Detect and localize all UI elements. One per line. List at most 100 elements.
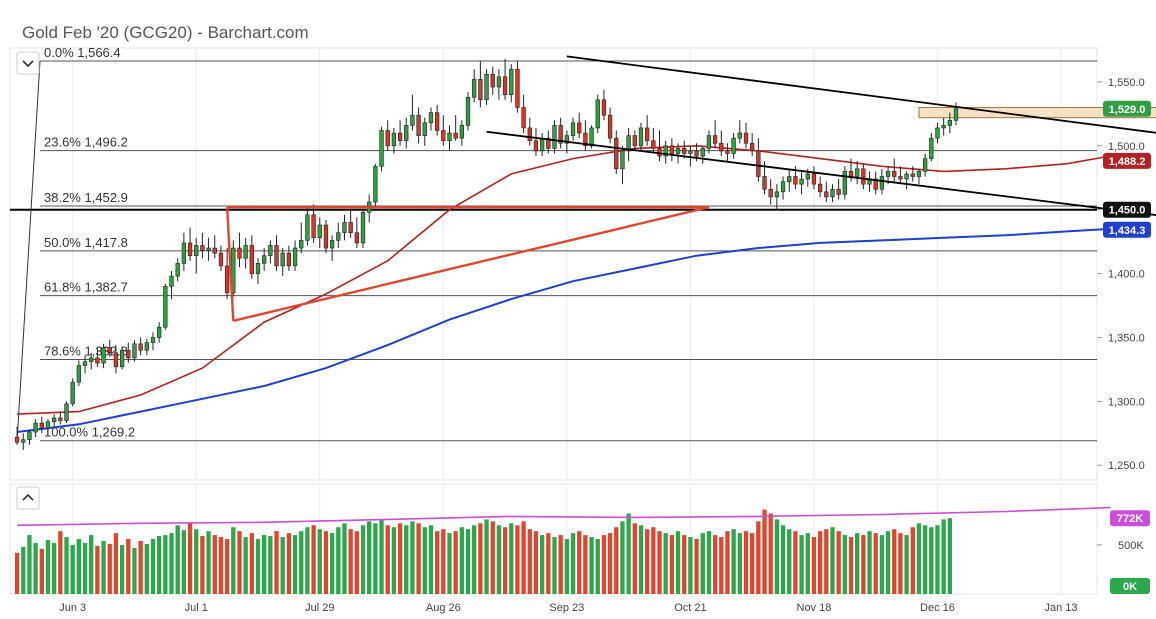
candle-body: [459, 125, 464, 139]
volume-bar: [929, 527, 934, 594]
candle-body: [33, 422, 38, 433]
candle-body: [657, 148, 662, 157]
candle-body: [947, 119, 952, 126]
volume-bar: [922, 525, 928, 594]
volume-bar: [70, 544, 75, 594]
volume-bar: [45, 540, 51, 594]
candle-body: [150, 337, 156, 343]
volume-bar: [817, 531, 823, 594]
candle-body: [465, 96, 471, 126]
candle-body: [373, 165, 378, 203]
volume-bar: [292, 535, 298, 594]
candle-body: [607, 114, 613, 139]
candle-body: [805, 173, 810, 180]
volume-bar: [58, 531, 63, 594]
volume-bar: [76, 539, 82, 594]
volume-bar: [317, 529, 322, 594]
candle-body: [842, 171, 847, 195]
candle-body: [354, 232, 359, 244]
volume-bar: [379, 519, 384, 594]
volume-bar: [453, 531, 458, 594]
price-tag: [1103, 201, 1151, 218]
candle-body: [577, 122, 582, 134]
candle-body: [496, 76, 502, 88]
candle-body: [762, 176, 767, 190]
volume-bar: [311, 525, 316, 594]
ma-long-line: [16, 227, 1111, 433]
candle-body: [14, 436, 20, 443]
candle-body: [756, 150, 761, 177]
volume-bar: [947, 518, 952, 594]
volume-bar: [360, 525, 366, 594]
volume-bar: [546, 533, 551, 594]
volume-bar: [82, 542, 88, 594]
candle-body: [651, 140, 656, 149]
volume-bar: [323, 531, 329, 594]
volume-bar: [27, 535, 32, 594]
volume-bar: [589, 537, 594, 594]
volume-bar: [762, 509, 767, 594]
volume-bar: [416, 523, 421, 594]
candle-body: [589, 127, 594, 147]
candle-body: [675, 148, 681, 154]
candle-body: [453, 132, 458, 139]
y-tick-label: 1,550.0: [1108, 77, 1145, 89]
volume-ma-line: [17, 506, 1111, 527]
resistance-box: [918, 106, 1156, 119]
volume-bar: [490, 521, 495, 594]
volume-bar: [268, 536, 273, 594]
candle-body: [447, 132, 452, 142]
volume-bar: [799, 535, 804, 594]
volume-bar: [101, 540, 106, 594]
volume-bar: [157, 536, 162, 594]
fib-label: 23.6% 1,496.2: [44, 135, 128, 150]
candle-body: [533, 140, 539, 152]
volume-moving-average: [17, 506, 1111, 527]
volume-bar: [305, 527, 310, 594]
candle-body: [404, 125, 409, 142]
volume-bar: [632, 523, 637, 594]
candle-body: [200, 245, 205, 251]
y-tick-label: 1,300.0: [1108, 396, 1145, 408]
volume-bar: [33, 542, 38, 594]
candle-body: [817, 183, 823, 193]
volume-bar: [113, 533, 119, 594]
candle-body: [212, 247, 217, 254]
candle-body: [119, 349, 125, 368]
price-tags: 1,529.0 1,488.2 1,450.0 1,434.3: [1103, 100, 1151, 238]
volume-bar: [434, 531, 440, 594]
x-tick-label: Nov 18: [797, 602, 832, 614]
candle-body: [626, 135, 631, 152]
volume-bar: [657, 531, 662, 594]
candle-body: [570, 122, 576, 136]
candle-body: [348, 222, 353, 233]
price-tag-label: 1,450.0: [1109, 205, 1146, 217]
volume-panel-toggle-button[interactable]: [16, 486, 40, 510]
candle-body: [410, 114, 415, 126]
candle-body: [76, 365, 82, 383]
volume-bar: [836, 531, 841, 594]
candle-body: [175, 263, 180, 277]
volume-bar: [682, 535, 687, 594]
volume-bar: [669, 535, 675, 594]
candle-body: [904, 173, 909, 180]
candle-body: [638, 127, 644, 147]
volume-bar: [64, 537, 69, 594]
volume-bar: [274, 531, 279, 594]
candle-body: [292, 247, 298, 267]
candle-body: [885, 171, 891, 177]
volume-bar: [626, 513, 631, 594]
volume-bar: [737, 533, 742, 594]
candle-body: [422, 122, 427, 136]
volume-axis: 500K: [1097, 540, 1144, 552]
candle-body: [478, 79, 483, 101]
moving-average-short: [17, 144, 1111, 415]
candle-body: [793, 176, 798, 185]
wedge-line: [225, 207, 235, 321]
candle-body: [70, 381, 75, 405]
volume-bar: [848, 537, 854, 594]
candle-body: [632, 135, 637, 147]
price-panel-toggle-button[interactable]: [16, 51, 40, 75]
candle-body: [941, 125, 946, 129]
